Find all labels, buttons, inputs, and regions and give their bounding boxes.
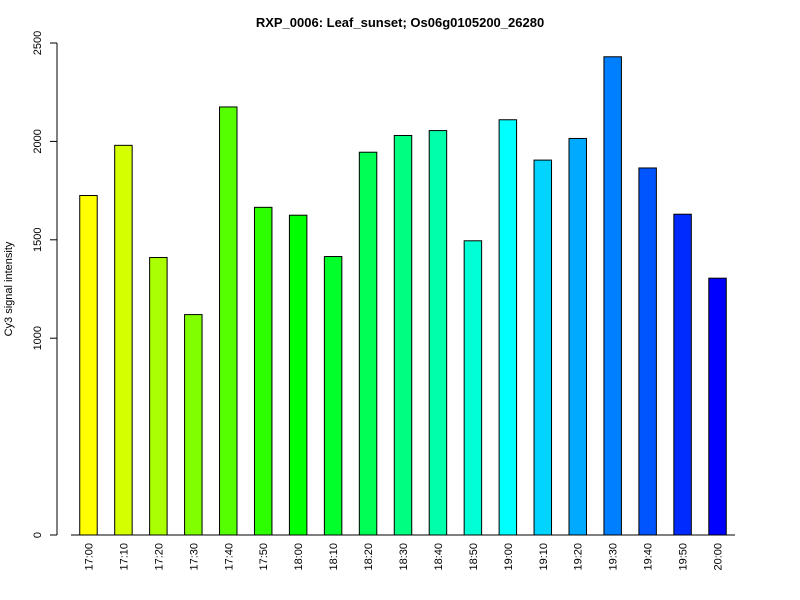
y-tick-label: 2500 bbox=[32, 31, 44, 55]
y-tick-label: 0 bbox=[32, 532, 44, 538]
y-tick-label: 1000 bbox=[32, 326, 44, 350]
bar-1910 bbox=[533, 159, 553, 536]
chart-title: RXP_0006: Leaf_sunset; Os06g0105200_2628… bbox=[256, 15, 544, 30]
x-tick-label: 18:20 bbox=[363, 543, 375, 571]
x-tick-label: 18:00 bbox=[293, 543, 305, 571]
bar-1810 bbox=[323, 256, 343, 536]
x-axis-tick-labels: 17:00 17:10 17:20 17:30 17:40 17:50 18:00 18:10… bbox=[83, 543, 724, 571]
y-axis: 0 1000 1500 2000 2500 bbox=[32, 31, 58, 538]
x-tick-label: 19:00 bbox=[503, 543, 515, 571]
x-tick-label: 17:00 bbox=[83, 543, 95, 571]
bar-1730 bbox=[184, 314, 203, 536]
bar-1720 bbox=[149, 257, 168, 536]
x-tick-label: 19:20 bbox=[573, 543, 585, 571]
x-tick-label: 18:10 bbox=[328, 543, 340, 571]
x-tick-label: 19:40 bbox=[643, 543, 655, 571]
bar-1840 bbox=[428, 130, 448, 536]
x-tick-label: 19:50 bbox=[678, 543, 690, 571]
y-tick-label: 2000 bbox=[32, 129, 44, 153]
x-tick-label: 18:30 bbox=[398, 543, 410, 571]
x-tick-label: 18:50 bbox=[468, 543, 480, 571]
bar-1900 bbox=[498, 119, 518, 536]
bar-1710 bbox=[114, 144, 133, 536]
x-tick-label: 17:40 bbox=[223, 543, 235, 571]
x-tick-label: 18:40 bbox=[433, 543, 445, 571]
bar-1830 bbox=[393, 134, 413, 536]
y-tick-label: 1500 bbox=[32, 228, 44, 252]
bar-1750 bbox=[253, 206, 273, 536]
bar-1800 bbox=[288, 214, 308, 536]
bar-1700 bbox=[79, 195, 98, 536]
bar-1930 bbox=[603, 56, 622, 536]
x-tick-label: 19:30 bbox=[608, 543, 620, 571]
x-tick-label: 17:30 bbox=[188, 543, 200, 571]
bar-1820 bbox=[358, 151, 378, 536]
bar-1850 bbox=[463, 240, 483, 536]
bar-2000 bbox=[708, 277, 727, 536]
bar-1920 bbox=[568, 137, 587, 536]
bar-1940 bbox=[638, 167, 657, 536]
x-tick-label: 17:20 bbox=[153, 543, 165, 571]
bar-1950 bbox=[673, 213, 692, 536]
x-tick-label: 19:10 bbox=[538, 543, 550, 571]
x-tick-label: 17:10 bbox=[118, 543, 130, 571]
x-tick-label: 17:50 bbox=[258, 543, 270, 571]
y-axis-label: Cy3 signal intensity bbox=[3, 241, 15, 336]
bar-1740 bbox=[219, 106, 238, 536]
bars bbox=[79, 56, 727, 536]
x-tick-label: 20:00 bbox=[713, 543, 725, 571]
